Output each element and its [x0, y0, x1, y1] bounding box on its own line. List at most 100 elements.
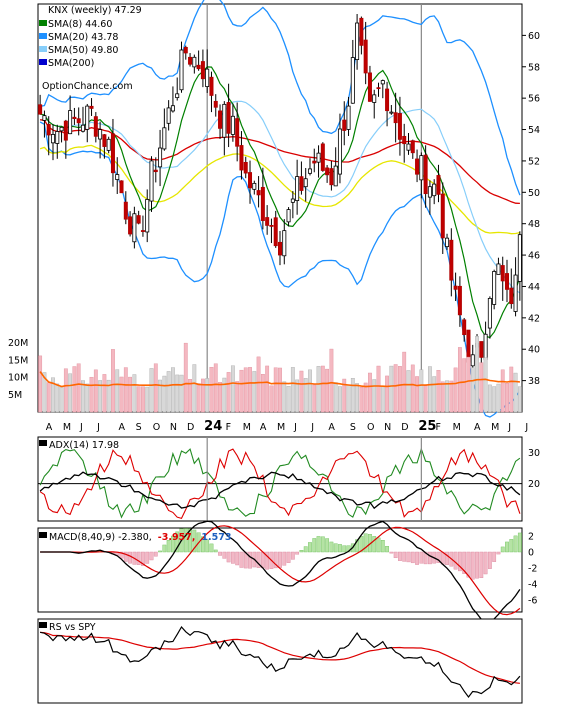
candle-body [403, 136, 406, 143]
macd-histogram-bar [420, 552, 423, 563]
candle-body [231, 116, 234, 134]
macd-histogram-bar [415, 552, 418, 565]
macd-histogram-bar [240, 552, 243, 568]
candle-body [518, 235, 521, 282]
candle-body [415, 159, 418, 174]
macd-histogram-bar [283, 552, 286, 565]
volume-bar [124, 368, 127, 412]
candle-body [407, 144, 410, 150]
macd-histogram-bar [471, 552, 474, 579]
macd-histogram-bar [235, 552, 238, 565]
candle-body [206, 69, 209, 86]
volume-bar [497, 384, 500, 412]
volume-bar [308, 370, 311, 412]
candle-body [158, 148, 161, 167]
candle-body [364, 40, 367, 73]
candle-body [471, 355, 474, 366]
macd-histogram-bar [210, 544, 213, 552]
candle-body [103, 135, 106, 147]
volume-bar [450, 381, 453, 412]
macd-histogram-bar [308, 542, 311, 552]
volume-bar [116, 370, 119, 412]
volume-bar [437, 370, 440, 412]
candle-body [184, 47, 187, 53]
candle-body [330, 169, 333, 185]
macd-histogram-bar [278, 552, 281, 568]
candle-body [505, 274, 508, 290]
candle-body [163, 128, 166, 149]
volume-bar [94, 370, 97, 412]
watermark: OptionChance.com [42, 81, 133, 92]
macd-histogram-bar [313, 538, 316, 552]
candle-body [47, 124, 50, 135]
macd-histogram-bar [158, 551, 161, 552]
volume-bar [514, 373, 517, 412]
candle-body [107, 139, 110, 150]
candle-body [463, 320, 466, 335]
volume-bar [73, 367, 76, 412]
candle-body [240, 145, 243, 170]
price-tick-label: 50 [528, 188, 540, 199]
legend-label: SMA(8) 44.60 [48, 19, 112, 30]
volume-bar [462, 359, 465, 412]
macd-histogram-bar [231, 552, 234, 563]
macd-histogram-bar [377, 538, 380, 552]
legend-label: SMA(20) 43.78 [48, 32, 118, 43]
candle-body [283, 231, 286, 256]
macd-histogram-bar [518, 533, 521, 552]
volume-bar [467, 357, 470, 412]
volume-bar [235, 381, 238, 412]
candle-body [390, 112, 393, 113]
volume-bar [214, 364, 217, 412]
candle-body [86, 106, 89, 129]
volume-bar [77, 364, 80, 412]
candle-body [43, 116, 46, 121]
x-axis-label: J [310, 422, 314, 433]
candle-body [334, 166, 337, 186]
candle-body [424, 155, 427, 194]
candle-body [120, 181, 123, 193]
candle-body [236, 119, 239, 147]
x-axis-label: S [136, 422, 142, 433]
volume-bar [265, 366, 268, 412]
candle-body [176, 94, 179, 98]
candle-body [480, 342, 483, 358]
volume-bar [454, 368, 457, 412]
volume-tick-label: 15M [8, 355, 28, 366]
x-axis-label: F [435, 422, 440, 433]
candle-body [188, 57, 191, 64]
volume-bar [274, 368, 277, 412]
candle-body [343, 120, 346, 130]
volume-bar [295, 380, 298, 412]
x-axis-label: 24 [204, 419, 222, 434]
candle-body [497, 264, 500, 274]
macd-histogram-bar [484, 552, 487, 574]
candle-body [493, 271, 496, 304]
candle-body [308, 169, 311, 173]
candle-body [51, 134, 54, 142]
macd-tick-label: -2 [528, 564, 537, 575]
legend-swatch [39, 59, 47, 65]
candle-body [94, 117, 97, 137]
volume-bar [231, 366, 234, 412]
macd-histogram-bar [398, 552, 401, 561]
macd-histogram-bar [214, 550, 217, 552]
volume-bar [253, 371, 256, 412]
volume-bar [330, 349, 333, 412]
price-tick-label: 44 [528, 282, 540, 293]
volume-bar [244, 368, 247, 412]
candle-body [274, 218, 277, 246]
candle-body [385, 89, 388, 111]
x-axis-label: M [243, 422, 251, 433]
macd-histogram-bar [467, 552, 470, 577]
volume-bar [257, 357, 260, 412]
volume-bar [180, 375, 183, 412]
macd-histogram-bar [403, 552, 406, 561]
candle-body [197, 65, 200, 68]
candle-body [90, 106, 93, 108]
macd-tick-label: 2 [528, 532, 534, 543]
x-axis-label: J [79, 422, 83, 433]
x-axis-label: A [328, 422, 335, 433]
candle-body [398, 113, 401, 139]
macd-tick-label: -6 [528, 596, 537, 607]
